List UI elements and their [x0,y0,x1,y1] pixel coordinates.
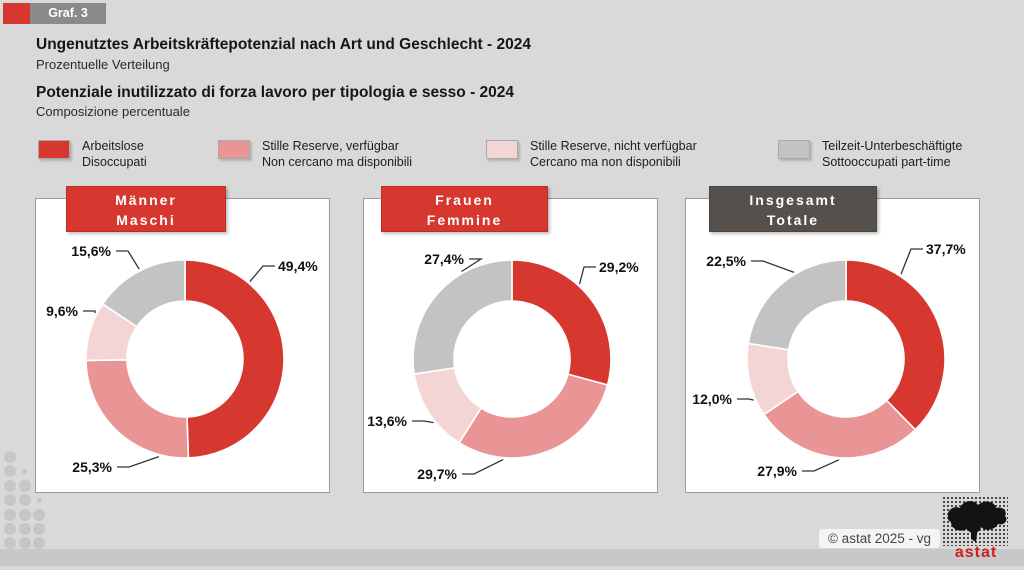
banner-label-it: Totale [766,212,820,228]
decorative-dot [4,494,16,507]
segment-value-label: 29,2% [599,259,639,275]
title-german: Ungenutztes Arbeitskräftepotenzial nach … [36,36,531,53]
segment-value-label: 27,9% [757,463,797,479]
logo-wordmark: astat [954,544,998,561]
banner-label-de: Frauen [435,192,494,208]
label-connector-line [117,455,160,468]
badge-red-square [3,3,30,24]
legend-label-de: Stille Reserve, verfügbar [262,139,399,153]
legend-label-it: Sottooccupati part-time [822,155,951,169]
donut-chart-total [737,248,946,472]
donut-segment [845,259,946,431]
donut-chart-women [412,258,612,475]
decorative-dot [18,479,31,492]
subtitle-german: Prozentuelle Verteilung [36,57,170,72]
legend-label: Stille Reserve, nicht verfügbar Cercano … [530,138,697,170]
label-connector-line [737,398,754,401]
decorative-dot [4,508,16,521]
label-connector-line [802,459,840,472]
label-connector-line [83,310,96,314]
graf-number-badge: Graf. 3 [30,3,106,24]
decorative-dot [18,523,31,535]
decorative-dot [18,508,31,521]
legend-swatch-light-pink [486,140,518,159]
panel-banner-men: Männer Maschi [66,186,226,232]
label-connector-line [461,258,484,273]
label-connector-line [412,420,434,424]
donut-segment [511,259,612,386]
legend-label-de: Stille Reserve, nicht verfügbar [530,139,697,153]
decorative-dot [4,451,16,463]
decorative-dot [22,468,27,474]
decorative-dot [18,494,31,507]
banner-label-de: Männer [115,192,177,208]
legend-label: Stille Reserve, verfügbar Non cercano ma… [262,138,412,170]
decorative-dot [33,523,45,535]
copyright-text: © astat 2025 - vg [818,529,940,548]
title-italian: Potenziale inutilizzato di forza lavoro … [36,84,515,101]
donut-segment [747,259,847,351]
footer-strip [0,549,1024,566]
decorative-dot [4,537,16,550]
decorative-dot [36,497,42,503]
decorative-dot [18,537,31,550]
legend-label: Teilzeit-Unterbeschäftigte Sottooccupati… [822,138,962,170]
donut-segment [101,259,186,328]
banner-label-it: Maschi [116,212,176,228]
label-connector-line [116,250,140,270]
donut-segment [85,359,190,459]
segment-value-label: 29,7% [417,466,457,482]
segment-value-label: 15,6% [71,243,111,259]
segment-value-label: 13,6% [367,413,407,429]
legend-label-de: Arbeitslose [82,139,144,153]
subtitle-italian: Composizione percentuale [36,104,190,119]
donut-segment [458,373,609,459]
label-connector-line [462,459,504,475]
decorative-dot [33,537,45,550]
label-connector-line [900,248,923,275]
astat-logo: astat [940,494,1012,564]
legend-swatch-gray [778,140,810,159]
donut-panel-total: Insgesamt Totale 37,7% 27,9% 12,0% 22,5% [685,186,980,493]
panel-banner-total: Insgesamt Totale [709,186,877,232]
legend-swatch-red [38,140,70,159]
segment-value-label: 12,0% [692,391,732,407]
legend-label-it: Cercano ma non disponibili [530,155,681,169]
legend-label-it: Disoccupati [82,155,147,169]
panel-banner-women: Frauen Femmine [381,186,548,232]
decorative-dot [4,465,16,478]
segment-value-label: 25,3% [72,459,112,475]
segment-value-label: 22,5% [706,253,746,269]
donut-panel-women: Frauen Femmine 29,2% 29,7% 13,6% 27,4% [363,186,658,493]
segment-value-label: 37,7% [926,241,966,257]
decorative-dot [33,508,45,521]
legend-label: Arbeitslose Disoccupati [82,138,147,170]
decorative-dot [4,479,16,492]
segment-value-label: 27,4% [424,251,464,267]
banner-label-de: Insgesamt [749,192,837,208]
donut-chart-men [83,250,285,468]
label-connector-line [249,265,275,283]
donut-panel-men: Männer Maschi 49,4% 25,3% 9,6% 15,6% [35,186,330,493]
banner-label-it: Femmine [426,212,503,228]
segment-value-label: 9,6% [46,303,78,319]
legend-swatch-pink [218,140,250,159]
south-tyrol-map-icon [947,501,1007,542]
donut-segment [184,259,285,459]
legend-label-it: Non cercano ma disponibili [262,155,413,169]
label-connector-line [751,260,795,274]
legend-label-de: Teilzeit-Unterbeschäftigte [822,139,963,153]
donut-segment [412,259,513,375]
segment-value-label: 49,4% [278,258,318,274]
decorative-dot [4,523,16,535]
label-connector-line [578,266,596,285]
